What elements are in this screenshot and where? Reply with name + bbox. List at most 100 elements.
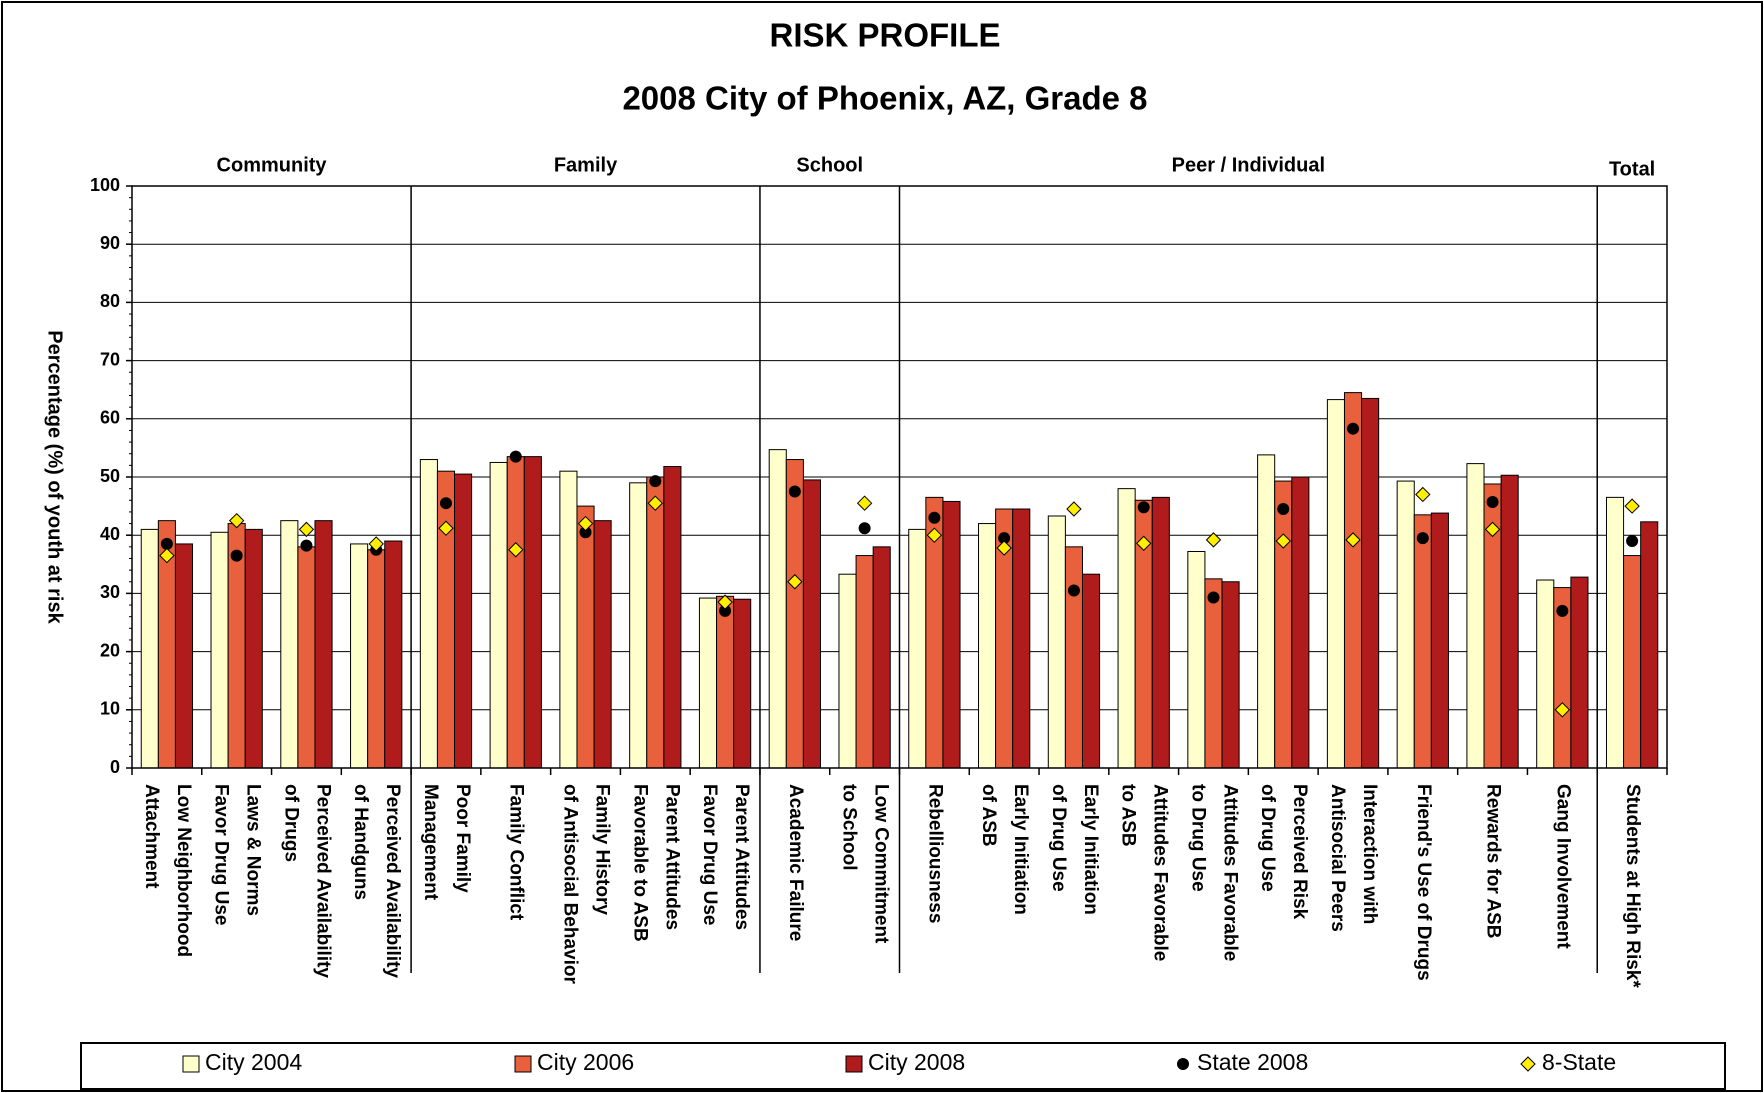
- state-marker: [509, 450, 522, 463]
- bar: [593, 520, 612, 769]
- bar: [384, 540, 403, 769]
- x-tick-label: Rewards for ASB: [1483, 784, 1504, 939]
- x-tick-label: Early Initiation: [1080, 784, 1101, 915]
- group-label: Peer / Individual: [1172, 154, 1325, 176]
- bar: [559, 470, 578, 769]
- x-tick-label: Rebelliousness: [924, 784, 945, 923]
- state-marker: [1347, 422, 1360, 435]
- bar: [1012, 508, 1031, 769]
- x-tick-label: Attitudes Favorable: [1150, 784, 1171, 961]
- bar: [506, 456, 525, 769]
- x-tick-label: Favor Drug Use: [211, 784, 232, 925]
- bar: [1361, 397, 1380, 769]
- legend-swatch: [514, 1055, 532, 1073]
- bar: [244, 528, 263, 769]
- legend-swatch: [182, 1055, 200, 1073]
- bar: [1396, 480, 1415, 769]
- legend-label: State 2008: [1197, 1049, 1308, 1075]
- state-marker: [649, 475, 662, 488]
- bar: [1257, 454, 1276, 769]
- state-marker: [300, 539, 313, 552]
- bar: [733, 598, 752, 769]
- bar: [716, 595, 735, 769]
- x-tick-label: Perceived Availability: [382, 784, 403, 978]
- bar: [1570, 576, 1589, 769]
- legend-label: City 2008: [868, 1049, 965, 1075]
- state-marker: [230, 549, 243, 562]
- eight-state-marker: [1415, 486, 1431, 503]
- eight-state-marker: [1554, 702, 1571, 718]
- bar: [280, 520, 299, 769]
- y-tick-label: 80: [100, 291, 120, 311]
- eight-state-marker: [1205, 532, 1222, 548]
- bar: [1221, 581, 1240, 769]
- bar: [454, 473, 473, 769]
- eight-state-marker: [1275, 533, 1291, 549]
- x-tick-label: Low Neighborhood: [173, 784, 194, 957]
- x-tick-label: Parent Attitudes: [661, 784, 682, 930]
- x-tick-label: of Handguns: [350, 784, 371, 900]
- bar: [140, 528, 159, 769]
- eight-state-marker: [1624, 498, 1640, 514]
- bar: [1605, 496, 1625, 769]
- state-marker: [998, 532, 1011, 545]
- state-marker: [858, 522, 871, 535]
- x-tick-label: Attachment: [141, 784, 162, 889]
- chart-title: RISK PROFILE: [769, 17, 1000, 54]
- eight-state-marker: [1345, 532, 1361, 548]
- legend-swatch: [1520, 1056, 1536, 1072]
- bar: [350, 543, 369, 769]
- bar: [802, 479, 821, 769]
- bar: [1343, 392, 1363, 769]
- legend-frame: [80, 1042, 1726, 1090]
- x-tick-label: Perceived Availability: [312, 784, 333, 978]
- bar: [1151, 496, 1170, 769]
- bar: [1430, 512, 1449, 769]
- bar: [872, 546, 891, 769]
- x-tick-label: of Drugs: [280, 784, 301, 862]
- eight-state-marker: [717, 594, 733, 610]
- bar: [942, 500, 961, 769]
- bar: [838, 573, 857, 769]
- x-tick-label: Interaction with: [1359, 784, 1380, 924]
- state-marker: [160, 537, 173, 550]
- eight-state-marker: [159, 547, 175, 564]
- bar: [646, 476, 665, 769]
- bar: [1081, 573, 1101, 769]
- bar: [489, 461, 508, 769]
- state-marker: [1416, 532, 1429, 545]
- bar: [576, 505, 595, 769]
- eight-state-marker: [1484, 521, 1501, 538]
- bar: [785, 459, 804, 769]
- x-tick-label: of Drug Use: [1048, 784, 1069, 892]
- x-tick-label: Management: [420, 784, 441, 901]
- x-tick-label: Attitudes Favorable: [1219, 784, 1240, 961]
- state-marker: [1067, 584, 1080, 597]
- x-tick-label: to ASB: [1118, 784, 1139, 847]
- x-tick-label: to Drug Use: [1187, 784, 1208, 892]
- bar: [1187, 550, 1206, 769]
- bar: [297, 546, 316, 769]
- group-label: School: [796, 154, 863, 176]
- y-tick-label: 0: [110, 757, 120, 777]
- x-tick-label: of Drug Use: [1257, 784, 1278, 892]
- state-marker: [1207, 591, 1220, 604]
- state-marker: [928, 511, 941, 524]
- x-tick-label: Perceived Risk: [1289, 784, 1310, 920]
- bar: [1413, 514, 1432, 769]
- y-axis-label: Percentage (%) of youth at risk: [44, 330, 66, 624]
- group-label: Family: [554, 154, 618, 176]
- eight-state-marker: [856, 495, 873, 511]
- bar: [698, 597, 718, 769]
- eight-state-marker: [996, 540, 1012, 556]
- state-marker: [788, 485, 801, 498]
- legend-label: City 2006: [537, 1049, 634, 1075]
- bar: [419, 459, 438, 769]
- y-tick-label: 20: [100, 640, 120, 660]
- x-tick-label: Favorable to ASB: [629, 784, 650, 942]
- bar: [1466, 463, 1485, 769]
- x-tick-label: Favor Drug Use: [699, 784, 720, 925]
- x-tick-label: Academic Failure: [785, 784, 806, 941]
- x-tick-label: Parent Attitudes: [731, 784, 752, 930]
